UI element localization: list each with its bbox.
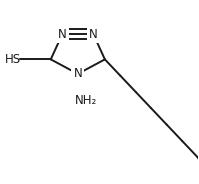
Text: N: N bbox=[89, 28, 98, 40]
Text: N: N bbox=[73, 67, 82, 80]
Text: HS: HS bbox=[5, 53, 21, 66]
Text: NH₂: NH₂ bbox=[74, 94, 97, 107]
Text: N: N bbox=[58, 28, 67, 40]
